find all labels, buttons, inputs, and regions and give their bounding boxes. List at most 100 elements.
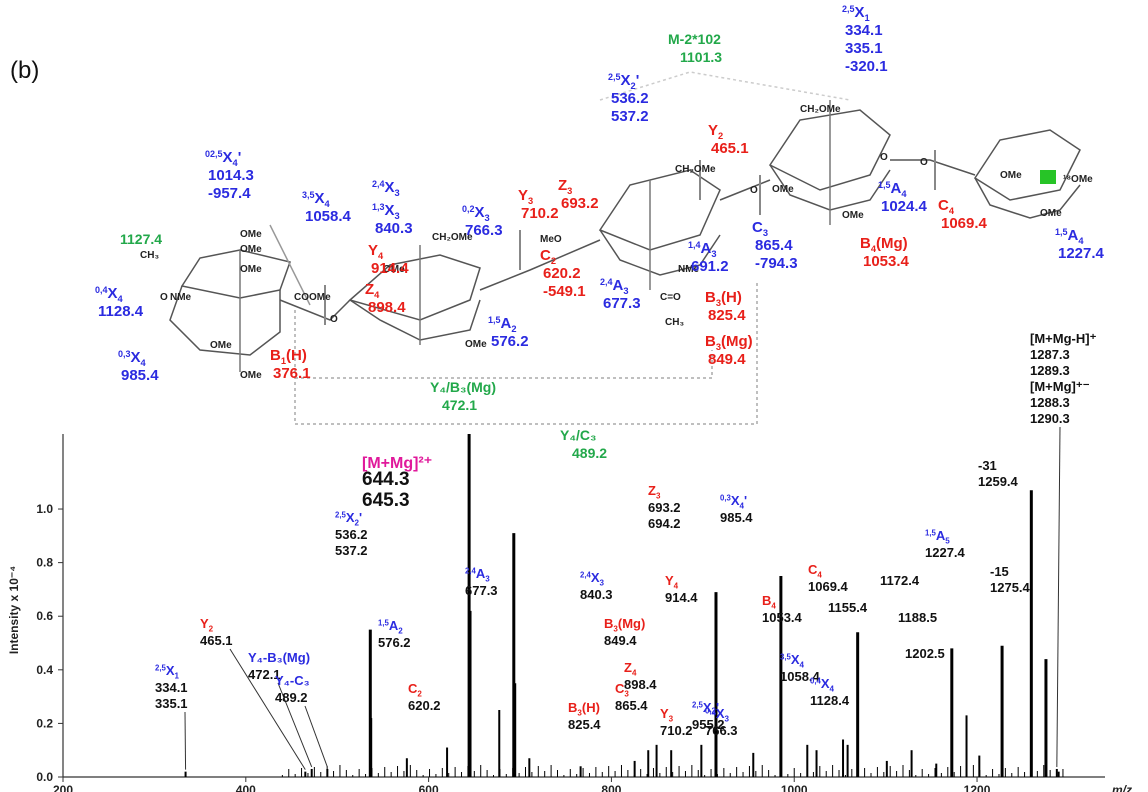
structure-fragment-value: 985.4: [121, 367, 159, 384]
structure-fragment-ion: 1,3X3: [372, 202, 400, 221]
peak-value-label: 536.2: [335, 527, 368, 542]
structure-fragment-value: 1069.4: [941, 215, 988, 232]
peak-value-label: 955.2: [692, 717, 725, 732]
structure-fragment-ion: 1,5A4: [878, 180, 907, 199]
residue-label: ¹⁸OMe: [1063, 174, 1093, 185]
peak-value-label: -31: [978, 458, 997, 473]
peak-value-label: 644.3: [362, 469, 410, 490]
structure-fragment-value: 335.1: [845, 40, 883, 57]
structure-fragment-ion: Y2: [708, 122, 723, 141]
peak-ion-label: 2,5X1: [155, 663, 180, 680]
structure-fragment-ion: B1(H): [270, 347, 307, 366]
peak-value-label: 1069.4: [808, 579, 849, 594]
peak-value-label: 865.4: [615, 698, 648, 713]
structure-fragment-value: 677.3: [603, 295, 641, 312]
peak-value-label: 898.4: [624, 677, 657, 692]
peak-value-label: 620.2: [408, 698, 441, 713]
green-annotation-value: 472.1: [442, 397, 477, 413]
structure-fragment-value: 620.2: [543, 265, 581, 282]
structure-fragment-value: -549.1: [543, 283, 586, 300]
peak-value-label: 1155.4: [828, 600, 868, 615]
peak-value-label: 1227.4: [925, 545, 966, 560]
structure-fragment-ion: 0,4X4: [95, 285, 124, 304]
peak-value-label: 985.4: [720, 510, 753, 525]
structure-fragment-value: 898.4: [368, 299, 406, 316]
green-annotation: M-2*102: [668, 31, 721, 47]
peak-ion-label: Y4: [665, 573, 679, 590]
peak-value-label: 1275.4: [990, 580, 1031, 595]
residue-label: MeO: [540, 234, 562, 245]
peak-ion-label: 0,3X4': [720, 493, 747, 510]
structure-fragment-value: 537.2: [611, 108, 649, 125]
peak-value-label: 914.4: [665, 590, 698, 605]
peak-leader: [277, 682, 313, 768]
residue-label: OMe: [240, 264, 262, 275]
peak-ion-label: B3(H): [568, 700, 600, 717]
peak-value-label: [M+Mg]⁺⁻: [1030, 379, 1090, 394]
peak-ion-label: 2,5X4': [692, 700, 719, 717]
peak-ion-label: C4: [808, 562, 822, 579]
peak-ion-label: 0,4X4: [810, 676, 835, 693]
residue-label: CH₂OMe: [432, 232, 473, 243]
residue-label: OMe: [842, 210, 864, 221]
structure-fragment-value: 865.4: [755, 237, 793, 254]
structure-fragment-value: 1024.4: [881, 198, 928, 215]
green-annotation-value: 1101.3: [680, 49, 722, 65]
peak-ion-label: 2,4A3: [465, 566, 490, 583]
peak-value-label: 710.2: [660, 723, 693, 738]
structure-fragment-value: 1014.3: [208, 167, 254, 184]
structure-fragment-value: 536.2: [611, 90, 649, 107]
peak-value-label: -15: [990, 564, 1009, 579]
structure-fragment-value: 1227.4: [1058, 245, 1105, 262]
residue-label: NMe: [678, 264, 700, 275]
structure-fragment-value: 376.1: [273, 365, 311, 382]
peak-ion-label: Y2: [200, 616, 214, 633]
peak-value-label: 1053.4: [762, 610, 803, 625]
structure-fragment-value: 825.4: [708, 307, 746, 324]
structure-fragment-value: 691.2: [691, 258, 729, 275]
x-tick-label: 200: [53, 783, 73, 792]
residue-label: CH₃: [665, 317, 684, 328]
residue-label: OMe: [240, 229, 262, 240]
structure-fragment-ion: C3: [752, 219, 768, 238]
residue-label: C=O: [660, 292, 681, 303]
structure-fragment-ion: C2: [540, 247, 556, 266]
structure-fragment-ion: 3,5X4: [302, 190, 331, 209]
green-annotation: Y₄/B₃(Mg): [430, 379, 496, 395]
structure-fragment-value: 693.2: [561, 195, 599, 212]
spectrum-axes: 200 400 600 800 1000 1200 0.0 0.2 0.4 0.6 0.8 1.0 m/…: [7, 434, 1132, 792]
residue-label: OMe: [210, 340, 232, 351]
peak-value-label: 849.4: [604, 633, 637, 648]
structure-fragment-value: 1058.4: [305, 208, 352, 225]
peak-value-label: 694.2: [648, 516, 681, 531]
peak-value-label: 693.2: [648, 500, 681, 515]
structure-fragment-ion: 0,3X4: [118, 349, 147, 368]
peak-value-label: 677.3: [465, 583, 498, 598]
structure-fragment-ion: B3(Mg): [705, 333, 753, 352]
peak-value-label: 334.1: [155, 680, 188, 695]
green-annotation: 1127.4: [120, 231, 162, 247]
peak-value-label: 1202.5: [905, 646, 945, 661]
peak-ion-label: 1,5A5: [925, 528, 950, 545]
peak-value-label: 825.4: [568, 717, 601, 732]
peak-leader: [1056, 426, 1061, 767]
panel-label: (b): [10, 57, 39, 84]
structure-fragment-value: 710.2: [521, 205, 559, 222]
peak-value-label: 472.1: [248, 667, 281, 682]
structure-fragment-value: 914.4: [371, 260, 409, 277]
residue-label: NMe: [170, 292, 192, 303]
residue-label: CH₂OMe: [800, 104, 841, 115]
peak-ion-label: 1,5A2: [378, 618, 403, 635]
residue-label: O: [160, 292, 168, 303]
structure-fragment-ion: C4: [938, 197, 955, 216]
peak-value-label: 1288.3: [1030, 395, 1070, 410]
peak-value-label: 1172.4: [880, 573, 920, 588]
structure-fragment-value: -957.4: [208, 185, 251, 202]
peak-value-label: 1128.4: [810, 693, 850, 708]
residue-label: O: [750, 185, 758, 196]
peak-value-label: 576.2: [378, 635, 411, 650]
x-tick-label: 1000: [781, 783, 808, 792]
structure-fragment-value: 465.1: [711, 140, 749, 157]
